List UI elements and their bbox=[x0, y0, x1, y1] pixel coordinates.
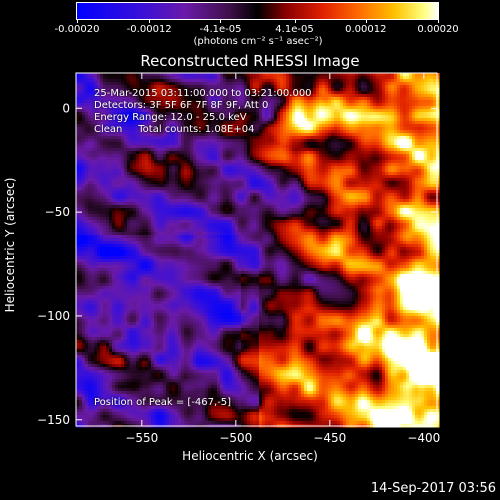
x-tick-label: −550 bbox=[125, 431, 158, 445]
y-tick-label: −100 bbox=[37, 309, 70, 323]
colorbar-tick bbox=[438, 19, 439, 23]
heatmap-cells bbox=[76, 73, 440, 428]
date-stamp: 14-Sep-2017 03:56 bbox=[370, 481, 496, 496]
colorbar-units: (photons cm⁻² s⁻¹ asec⁻²) bbox=[193, 36, 323, 47]
colorbar-tick bbox=[77, 19, 78, 23]
colorbar bbox=[76, 2, 439, 20]
annotation-detectors: Detectors: 3F 5F 6F 7F 8F 9F, Att 0 bbox=[94, 100, 269, 111]
x-axis-label: Heliocentric X (arcsec) bbox=[182, 449, 318, 463]
chart-title: Reconstructed RHESSI Image bbox=[140, 52, 360, 70]
x-tick-label: −450 bbox=[313, 431, 346, 445]
colorbar-tick-label: -4.1e-05 bbox=[199, 24, 242, 35]
colorbar-tick-label: 0.00012 bbox=[345, 24, 387, 35]
colorbar-tick-label: 0.00020 bbox=[417, 24, 459, 35]
y-tick-label: 0 bbox=[62, 101, 70, 115]
annotation-peak-position: Position of Peak = [-467,-5] bbox=[94, 397, 232, 408]
colorbar-tick bbox=[294, 19, 296, 23]
x-tick-label: −500 bbox=[219, 431, 252, 445]
colorbar-tick-label: -0.00020 bbox=[54, 24, 100, 35]
colorbar-tick bbox=[365, 19, 367, 23]
y-axis-label: Heliocentric Y (arcsec) bbox=[3, 177, 17, 313]
plot-frame bbox=[75, 72, 438, 427]
annotation-energy-range: Energy Range: 12.0 - 25.0 keV bbox=[94, 112, 247, 123]
x-tick-label: −400 bbox=[407, 431, 440, 445]
colorbar-tick-label: -0.00012 bbox=[126, 24, 172, 35]
y-tick-label: −50 bbox=[45, 205, 70, 219]
colorbar-tick bbox=[149, 19, 151, 23]
y-tick-label: −150 bbox=[37, 413, 70, 427]
annotation-time-range: 25-Mar-2015 03:11:00.000 to 03:21:00.000 bbox=[94, 88, 312, 99]
colorbar-tick bbox=[220, 19, 222, 23]
colorbar-tick-label: 4.1e-05 bbox=[275, 24, 314, 35]
annotation-total-counts: Clean Total counts: 1.08E+04 bbox=[94, 124, 255, 135]
